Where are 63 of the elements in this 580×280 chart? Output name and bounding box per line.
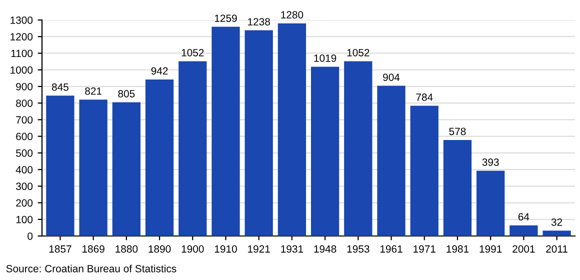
data-label: 32 [551, 218, 562, 226]
y-tick-label: 0 [28, 232, 33, 240]
data-label: 1052 [347, 48, 370, 56]
x-tick-label: 1981 [446, 245, 469, 253]
x-tick-label: 1910 [214, 245, 237, 253]
bar [178, 61, 207, 236]
data-label: 821 [85, 87, 102, 95]
y-tick-label: 100 [16, 216, 33, 224]
bar [377, 86, 406, 236]
y-tick-label: 500 [16, 149, 33, 157]
x-tick-label: 1961 [380, 245, 402, 253]
y-tick-label: 1000 [10, 66, 33, 74]
data-label: 784 [416, 94, 433, 101]
data-label: 1238 [248, 18, 270, 26]
data-label: 64 [518, 213, 530, 221]
x-tick-label: 1890 [148, 245, 171, 253]
data-label: 845 [52, 83, 68, 91]
x-tick-label: 1900 [182, 245, 204, 253]
x-tick-label: 1953 [347, 245, 370, 253]
bar [344, 61, 372, 236]
bar [212, 26, 240, 236]
x-tick-label: 1880 [116, 245, 138, 253]
y-tick-label: 300 [16, 182, 33, 190]
data-label: 578 [449, 128, 466, 136]
y-tick-label: 900 [16, 82, 33, 90]
x-tick-label: 1948 [314, 245, 336, 253]
bar [112, 102, 140, 236]
bar [510, 225, 538, 236]
x-tick-label: 1869 [82, 245, 104, 253]
x-tick-label: 1971 [414, 245, 436, 253]
source-note: Source: Croatian Bureau of Statistics [6, 264, 176, 272]
x-tick-label: 1857 [49, 245, 72, 253]
data-label: 904 [383, 74, 400, 81]
data-label: 393 [482, 158, 499, 166]
data-label: 1259 [214, 14, 237, 22]
bar [79, 100, 108, 236]
bar [410, 106, 438, 236]
bar [278, 23, 306, 236]
data-label: 1019 [314, 54, 336, 62]
bar [443, 140, 472, 236]
y-tick-label: 1100 [11, 50, 33, 58]
y-tick-label: 400 [16, 166, 33, 174]
y-tick-label: 700 [16, 116, 33, 124]
bar [476, 170, 505, 236]
x-tick-label: 2001 [512, 245, 535, 253]
y-tick-label: 200 [16, 199, 33, 207]
x-tick-label: 1991 [480, 245, 502, 253]
y-tick-label: 800 [16, 100, 33, 107]
data-label: 805 [118, 90, 135, 98]
y-tick-label: 600 [16, 132, 33, 140]
bar [310, 66, 340, 236]
x-tick-label: 1931 [281, 245, 304, 253]
data-label: 1280 [281, 11, 304, 18]
bar [145, 79, 174, 236]
bar [542, 230, 571, 236]
bar [46, 96, 74, 236]
data-label: 1052 [182, 48, 204, 56]
y-tick-label: 1200 [10, 33, 33, 40]
data-label: 942 [151, 67, 168, 75]
bar [244, 30, 273, 236]
x-tick-label: 2011 [546, 245, 568, 253]
y-tick-label: 1300 [10, 16, 33, 24]
x-tick-label: 1921 [248, 245, 270, 253]
